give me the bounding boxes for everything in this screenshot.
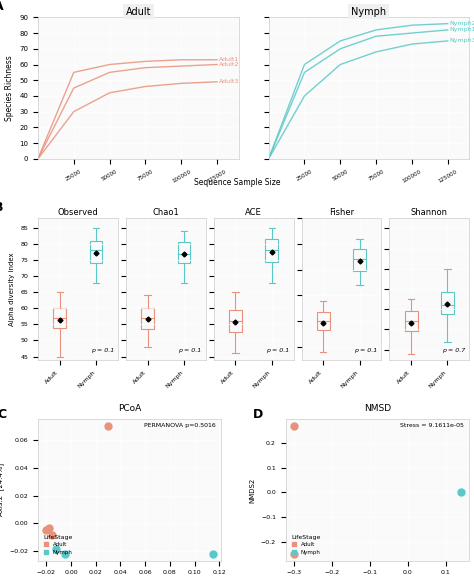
Legend: Adult, Nymph: Adult, Nymph xyxy=(41,532,76,558)
Bar xyxy=(229,310,242,332)
Text: D: D xyxy=(253,408,263,421)
Point xyxy=(104,421,112,430)
Text: Sequence Sample Size: Sequence Sample Size xyxy=(194,177,280,187)
Point xyxy=(45,523,53,532)
Y-axis label: Axis.2  [24.4%]: Axis.2 [24.4%] xyxy=(0,464,4,517)
Text: p = 0.1: p = 0.1 xyxy=(354,348,377,353)
Bar xyxy=(265,239,278,262)
Text: A: A xyxy=(0,1,3,13)
Text: p = 0.7: p = 0.7 xyxy=(442,348,465,353)
Bar xyxy=(90,241,102,263)
Bar xyxy=(54,308,66,328)
Text: B: B xyxy=(0,201,3,214)
Title: Chao1: Chao1 xyxy=(152,209,179,217)
Text: p = 0.1: p = 0.1 xyxy=(91,348,114,353)
Title: ACE: ACE xyxy=(245,209,262,217)
Bar xyxy=(353,249,366,271)
Text: PERMANOVA p=0.5016: PERMANOVA p=0.5016 xyxy=(144,424,216,428)
Title: Nymph: Nymph xyxy=(351,6,386,17)
Point xyxy=(290,550,298,559)
Bar xyxy=(141,308,154,329)
Y-axis label: NMDS2: NMDS2 xyxy=(249,477,255,502)
Text: Nymph2: Nymph2 xyxy=(449,21,474,26)
Bar xyxy=(405,311,418,331)
Text: Nymph1: Nymph1 xyxy=(449,27,474,32)
Y-axis label: Species Richness: Species Richness xyxy=(5,55,14,121)
Text: Stress = 9.1611e-05: Stress = 9.1611e-05 xyxy=(400,424,464,428)
Text: Adult2: Adult2 xyxy=(219,62,239,67)
Legend: Adult, Nymph: Adult, Nymph xyxy=(289,532,323,558)
Text: Nymph3: Nymph3 xyxy=(449,38,474,43)
Text: Adult1: Adult1 xyxy=(219,57,239,62)
Point xyxy=(52,544,60,553)
Point xyxy=(457,488,465,497)
Title: Adult: Adult xyxy=(126,6,151,17)
Text: p = 0.1: p = 0.1 xyxy=(266,348,290,353)
Bar xyxy=(317,312,329,330)
Title: PCoA: PCoA xyxy=(118,404,141,413)
Bar xyxy=(178,242,190,263)
Point xyxy=(210,550,217,559)
Text: Adult3: Adult3 xyxy=(219,79,239,84)
Title: Shannon: Shannon xyxy=(411,209,448,217)
Title: Observed: Observed xyxy=(57,209,98,217)
Text: p = 0.1: p = 0.1 xyxy=(178,348,201,353)
Y-axis label: Alpha diversity index: Alpha diversity index xyxy=(9,252,15,326)
Point xyxy=(61,550,69,559)
Point xyxy=(290,421,298,430)
Point xyxy=(49,530,56,539)
Point xyxy=(43,526,50,535)
Title: NMSD: NMSD xyxy=(364,404,391,413)
Bar xyxy=(441,292,454,314)
Title: Fisher: Fisher xyxy=(329,209,354,217)
Text: C: C xyxy=(0,408,7,421)
